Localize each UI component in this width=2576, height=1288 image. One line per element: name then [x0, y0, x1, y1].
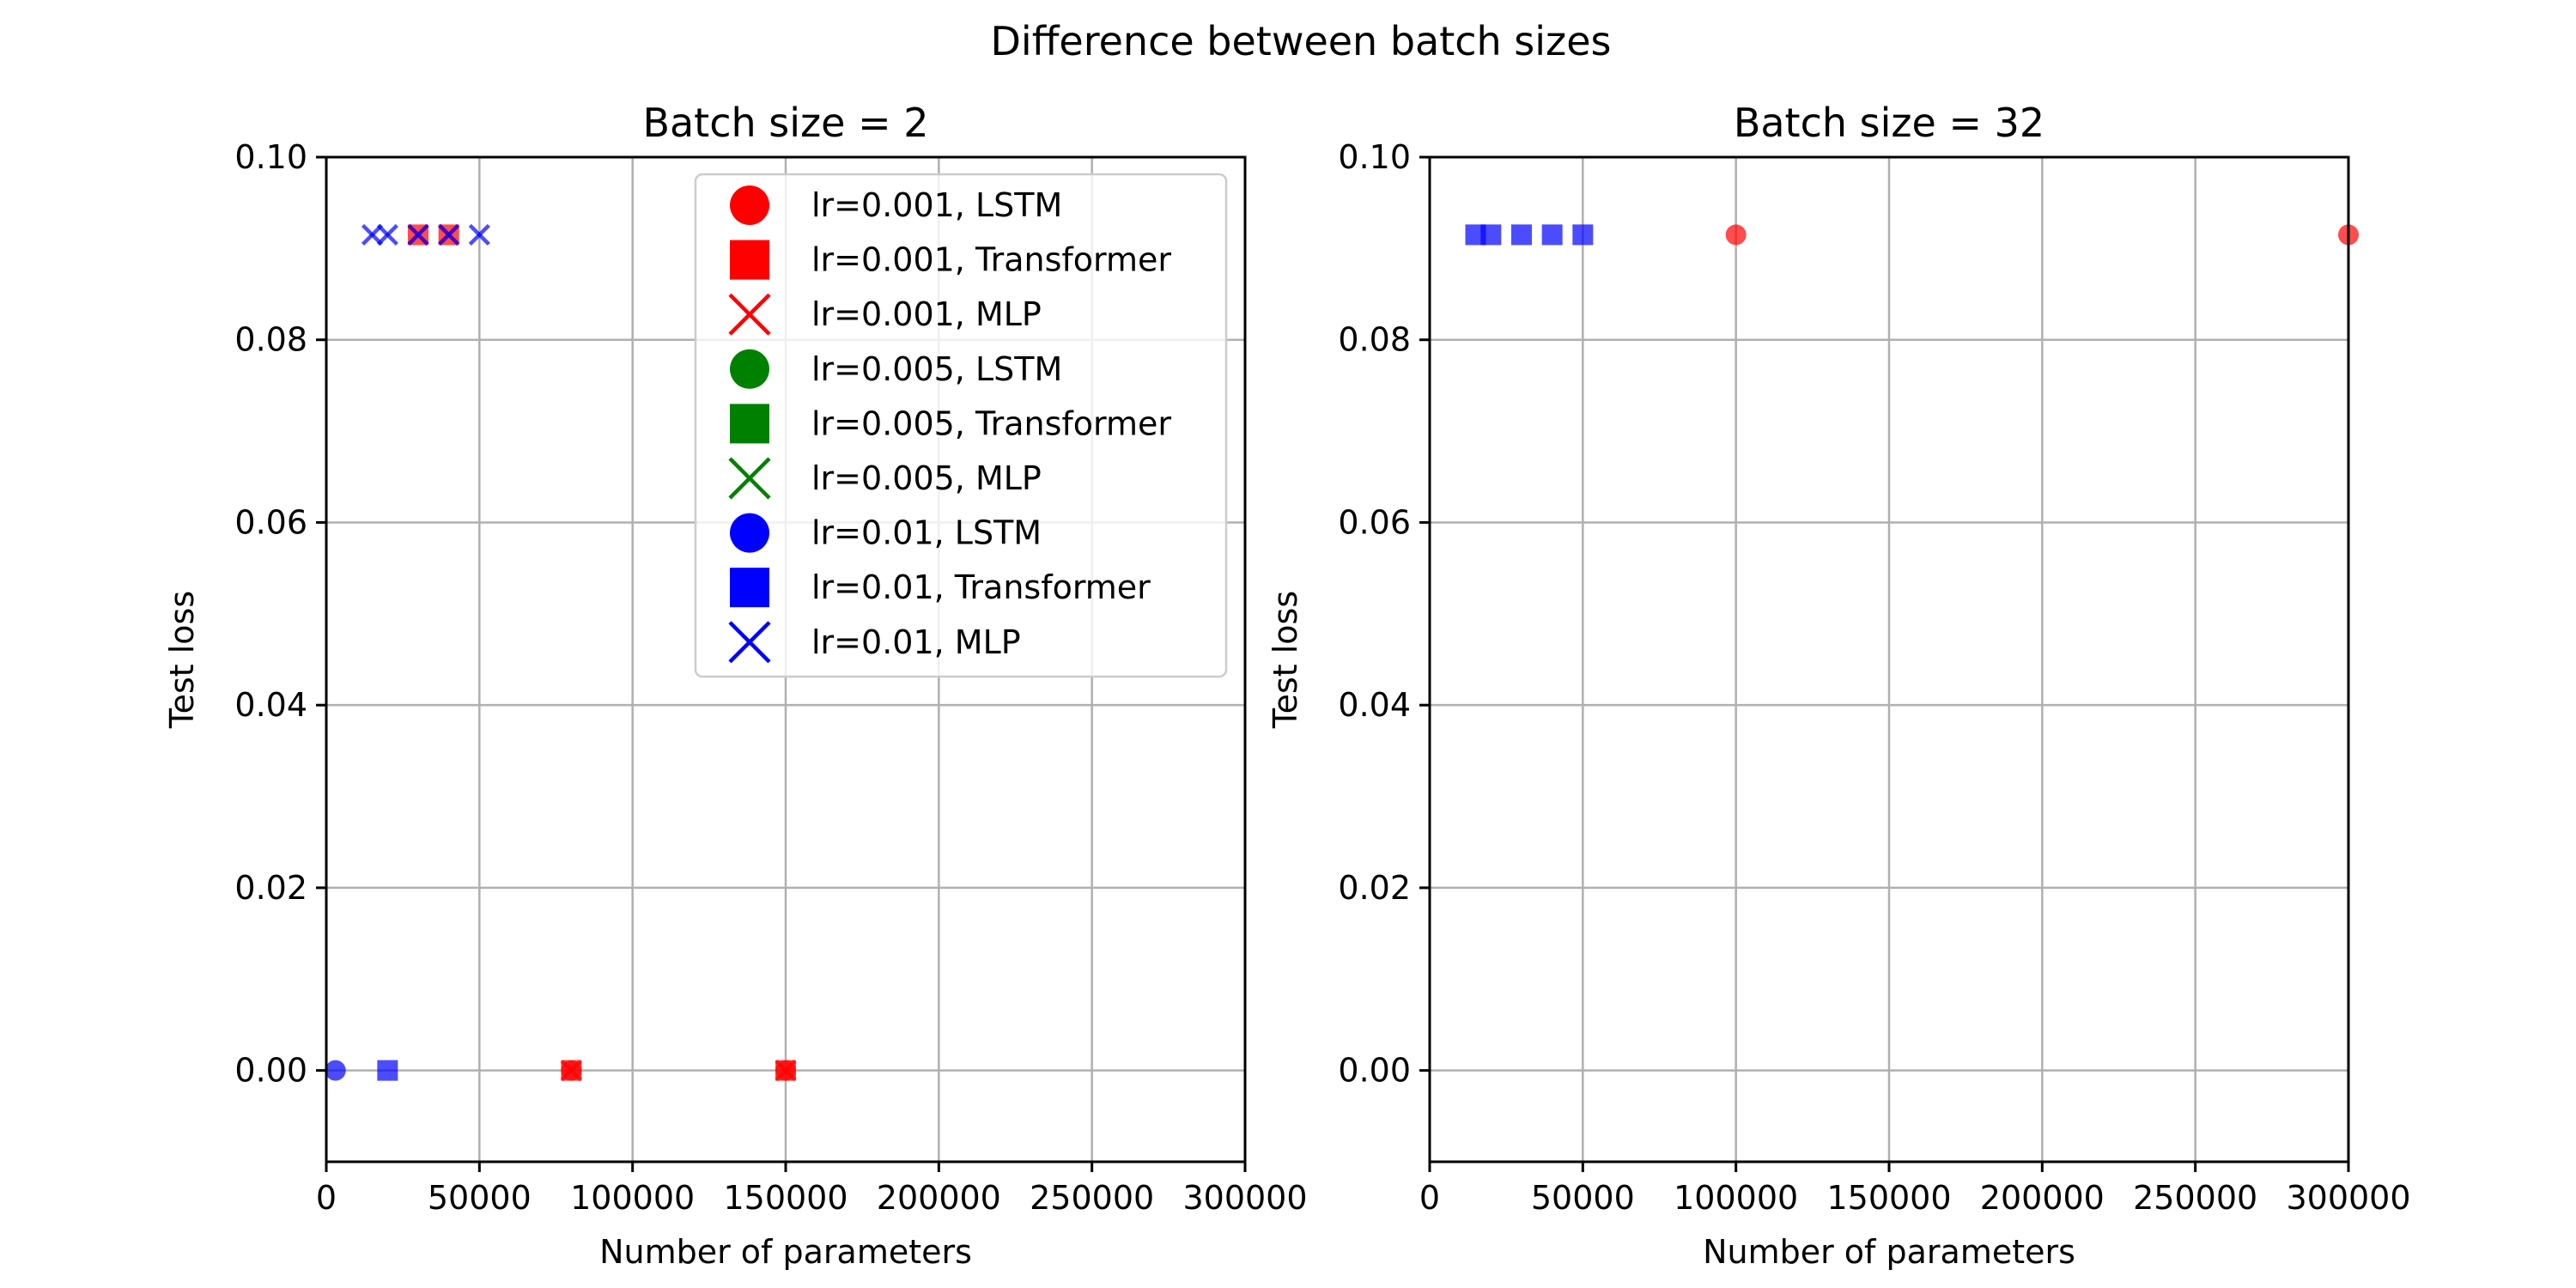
x-tick-label-5: 250000 [1030, 1179, 1154, 1217]
legend-label: lr=0.001, Transformer [811, 241, 1171, 279]
legend-entry-7: lr=0.01, LSTM [730, 513, 1042, 553]
data-point-square-5 [1541, 224, 1563, 246]
x-tick-label-3: 150000 [1826, 1179, 1951, 1217]
y-tick-label-5: 0.10 [234, 138, 307, 176]
legend-marker-x-stroke-2 [728, 293, 771, 336]
y-tick-label-2: 0.04 [234, 686, 307, 724]
data-point-square-3 [1480, 224, 1502, 246]
legend-label: lr=0.01, LSTM [811, 514, 1042, 552]
data-point-x-6-stroke-2 [560, 1060, 582, 1082]
y-tick-label-0: 0.00 [234, 1052, 307, 1090]
y-axis-label: Test loss [163, 591, 201, 729]
legend-label: lr=0.001, LSTM [811, 186, 1062, 224]
data-point-x-7 [775, 1060, 797, 1082]
x-tick-label-0: 0 [316, 1179, 337, 1217]
data-point-x-14-stroke-2 [407, 223, 429, 246]
y-tick-label-4: 0.08 [234, 321, 307, 359]
panels: 0 50000 100000 150000 200000 250000 300000 0.00… [163, 100, 2411, 1271]
x-tick-label-3: 150000 [723, 1179, 848, 1217]
data-point-x-6 [560, 1060, 582, 1082]
legend-entry-1: lr=0.001, LSTM [730, 185, 1062, 225]
y-tick-label-0: 0.00 [1338, 1052, 1411, 1090]
legend-entry-3: lr=0.001, MLP [728, 293, 1042, 336]
legend-marker-square [730, 240, 769, 280]
legend-entry-8: lr=0.01, Transformer [730, 568, 1151, 608]
x-tick-label-6: 300000 [1182, 1179, 1307, 1217]
x-tick-label-1: 50000 [1531, 1179, 1635, 1217]
legend-marker-circle [730, 349, 769, 389]
data-point-x-13-stroke-2 [376, 223, 398, 246]
x-axis-label: Number of parameters [1703, 1233, 2075, 1271]
y-tick-label-3: 0.06 [1338, 503, 1411, 541]
legend-entry-5: lr=0.005, Transformer [730, 404, 1171, 444]
data-point-x-16 [468, 223, 490, 246]
legend-marker-x [728, 621, 771, 664]
legend-box [694, 173, 1228, 678]
x-tick-label-0: 0 [1419, 1179, 1440, 1217]
y-tick-label-4: 0.08 [1338, 321, 1411, 359]
x-tick-label-4: 200000 [877, 1179, 1001, 1217]
panel-2: 0 50000 100000 150000 200000 250000 300000 0.00… [1267, 100, 2411, 1271]
data-point-x-13 [376, 223, 398, 246]
data-point-circle-0 [1725, 224, 1747, 246]
panel-title: Batch size = 32 [1734, 100, 2044, 146]
legend-marker-x [728, 293, 771, 336]
legend-marker-x-stroke-2 [728, 457, 771, 500]
legend: lr=0.001, LSTM lr=0.001, Transformer lr=0.… [694, 173, 1228, 678]
y-tick-label-1: 0.02 [1338, 869, 1411, 907]
data-point-x-7-stroke-2 [775, 1060, 797, 1082]
y-tick-label-3: 0.06 [234, 503, 307, 541]
x-tick-label-2: 100000 [1674, 1179, 1798, 1217]
data-point-x-15-stroke-2 [438, 223, 460, 246]
x-tick-label-5: 250000 [2133, 1179, 2257, 1217]
legend-marker-x-stroke-2 [728, 621, 771, 664]
legend-label: lr=0.005, Transformer [811, 404, 1171, 442]
data-point-square-6 [1572, 224, 1594, 246]
legend-marker-square [730, 568, 769, 608]
legend-marker-circle [730, 513, 769, 553]
legend-entry-4: lr=0.005, LSTM [730, 349, 1062, 389]
y-tick-label-2: 0.04 [1338, 686, 1411, 724]
y-tick-label-1: 0.02 [234, 869, 307, 907]
legend-marker-x [728, 457, 771, 500]
panel-title: Batch size = 2 [642, 100, 928, 146]
x-tick-label-4: 200000 [1980, 1179, 2105, 1217]
y-axis-label: Test loss [1267, 591, 1304, 729]
data-point-square-11 [377, 1060, 398, 1081]
x-tick-label-2: 100000 [570, 1179, 695, 1217]
legend-entry-2: lr=0.001, Transformer [730, 240, 1171, 280]
figure-title: Difference between batch sizes [991, 18, 1612, 64]
data-point-x-16-stroke-2 [468, 223, 490, 246]
legend-entry-6: lr=0.005, MLP [728, 457, 1042, 500]
legend-label: lr=0.01, Transformer [811, 568, 1151, 606]
legend-marker-circle [730, 185, 769, 225]
x-tick-label-6: 300000 [2286, 1179, 2410, 1217]
data-point-circle-10 [325, 1060, 346, 1081]
data-point-x-15 [438, 223, 460, 246]
legend-label: lr=0.01, MLP [811, 623, 1021, 661]
legend-marker-square [730, 404, 769, 444]
data-point-x-14 [407, 223, 429, 246]
x-tick-label-1: 50000 [428, 1179, 532, 1217]
legend-label: lr=0.005, MLP [811, 459, 1042, 497]
legend-label: lr=0.001, MLP [811, 295, 1042, 333]
legend-label: lr=0.005, LSTM [811, 350, 1062, 388]
y-tick-label-5: 0.10 [1338, 138, 1411, 176]
legend-entry-9: lr=0.01, MLP [728, 621, 1021, 664]
x-axis-label: Number of parameters [599, 1233, 972, 1271]
data-point-square-4 [1511, 224, 1532, 246]
